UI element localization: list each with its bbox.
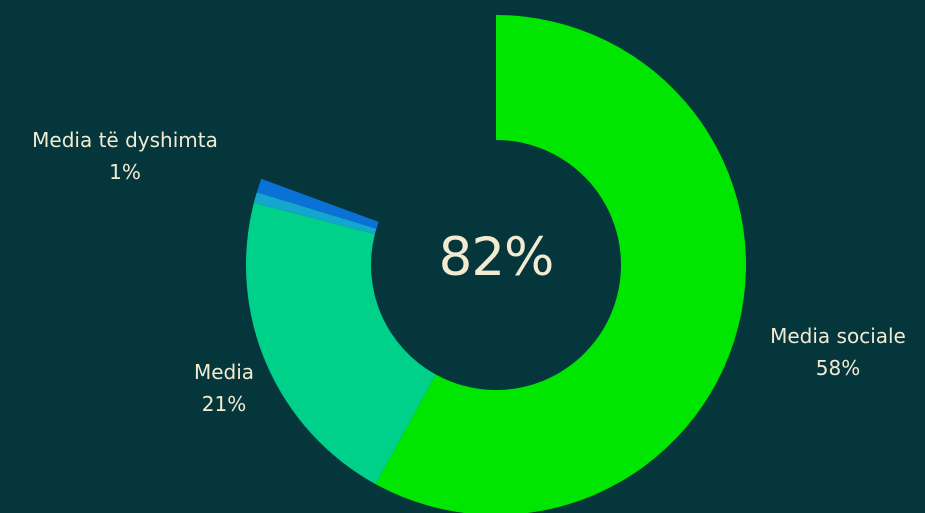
slice-minor	[253, 192, 377, 234]
slice-value-media: 21%	[201, 392, 247, 416]
slice-label-doubtful-media: Media të dyshimta 1%	[0, 124, 250, 188]
slice-doubtful-media	[256, 178, 379, 229]
slice-value-social-media: 58%	[815, 356, 861, 380]
slice-label-media: Media 21%	[158, 356, 290, 420]
slice-name-social-media: Media sociale	[770, 324, 906, 348]
slice-label-social-media: Media sociale 58%	[752, 320, 924, 384]
slice-name-media: Media	[193, 360, 255, 384]
center-total-label: 82%	[438, 227, 555, 288]
slice-name-doubtful-media: Media të dyshimta	[32, 128, 218, 152]
slice-social-media	[375, 15, 746, 513]
slice-value-doubtful-media: 1%	[109, 160, 141, 184]
slice-media	[246, 202, 436, 485]
